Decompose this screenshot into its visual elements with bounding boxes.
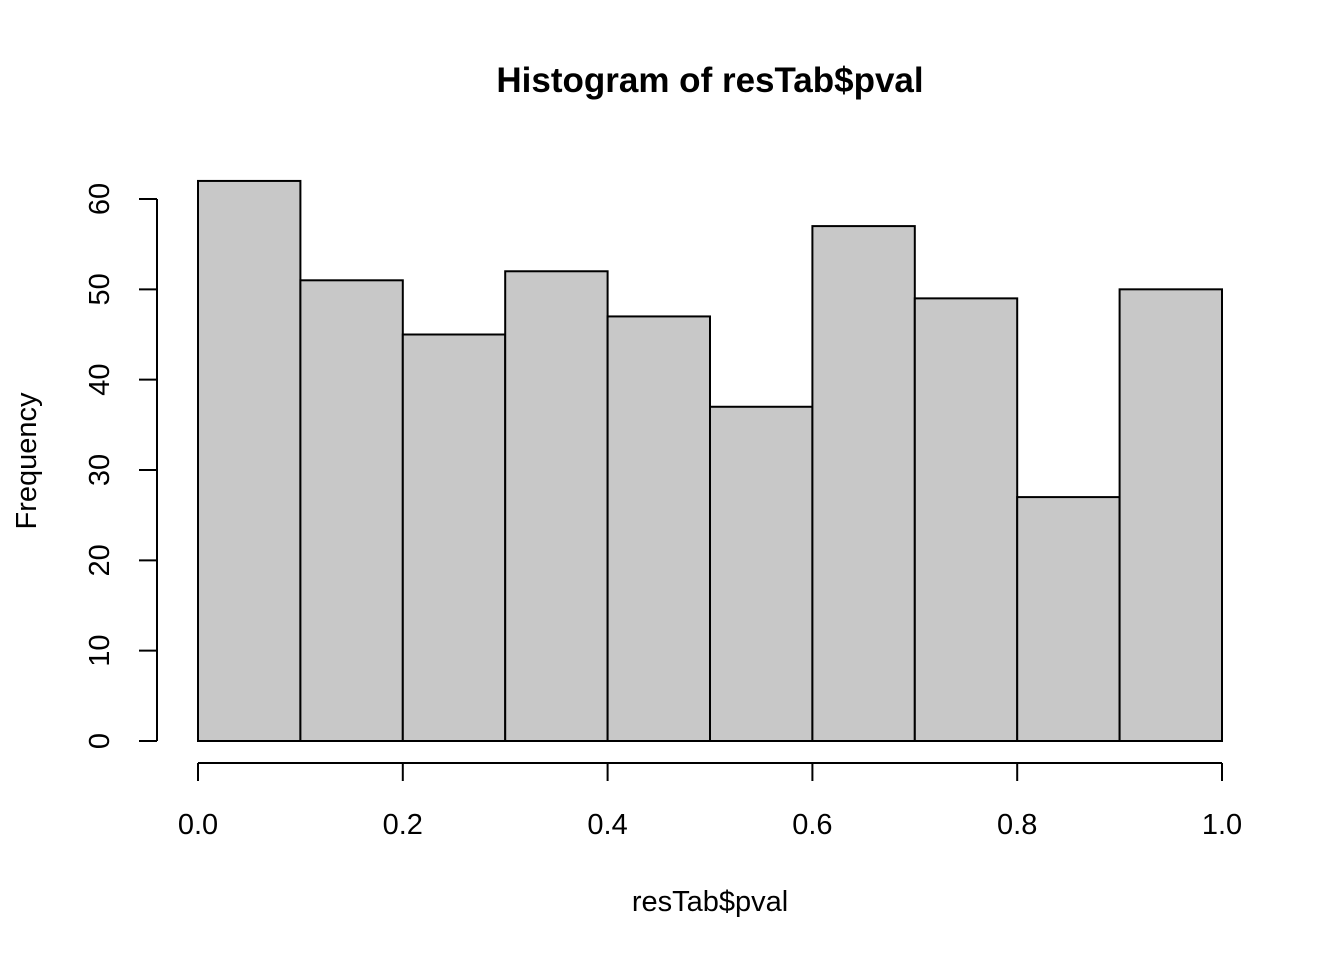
histogram-bar-1 (299, 279, 404, 742)
histogram-bar-0 (197, 179, 302, 742)
x-tick-label-2: 0.4 (587, 809, 627, 841)
histogram-bar-8 (1016, 496, 1121, 742)
y-tick-label-0: 0 (84, 733, 116, 749)
histogram-bar-7 (913, 297, 1019, 742)
histogram-bar-9 (1118, 288, 1223, 742)
histogram-bar-4 (606, 315, 711, 742)
y-tick-label-1: 10 (84, 635, 116, 667)
y-tick-label-4: 40 (84, 364, 116, 396)
chart-title: Histogram of resTab$pval (496, 61, 923, 100)
histogram-bar-2 (401, 333, 507, 742)
y-tick-label-5: 50 (84, 273, 116, 305)
y-axis-label: Frequency (11, 392, 43, 530)
y-axis: 0 10 20 30 40 50 60 (84, 183, 158, 749)
histogram-bar-3 (504, 270, 609, 742)
x-tick-label-1: 0.2 (383, 809, 423, 841)
x-axis-label: resTab$pval (632, 886, 788, 918)
x-tick-label-0: 0.0 (178, 809, 218, 841)
x-tick-label-3: 0.6 (792, 809, 832, 841)
x-tick-label-5: 1.0 (1202, 809, 1242, 841)
histogram-bar-5 (709, 405, 814, 742)
x-axis: 0.0 0.2 0.4 0.6 0.8 1.0 (178, 762, 1242, 841)
histogram-bar-6 (811, 225, 916, 743)
y-tick-label-6: 60 (84, 183, 116, 215)
histogram-bars (197, 179, 1223, 743)
x-tick-label-4: 0.8 (997, 809, 1037, 841)
y-tick-label-3: 30 (84, 454, 116, 486)
y-tick-label-2: 20 (84, 544, 116, 576)
